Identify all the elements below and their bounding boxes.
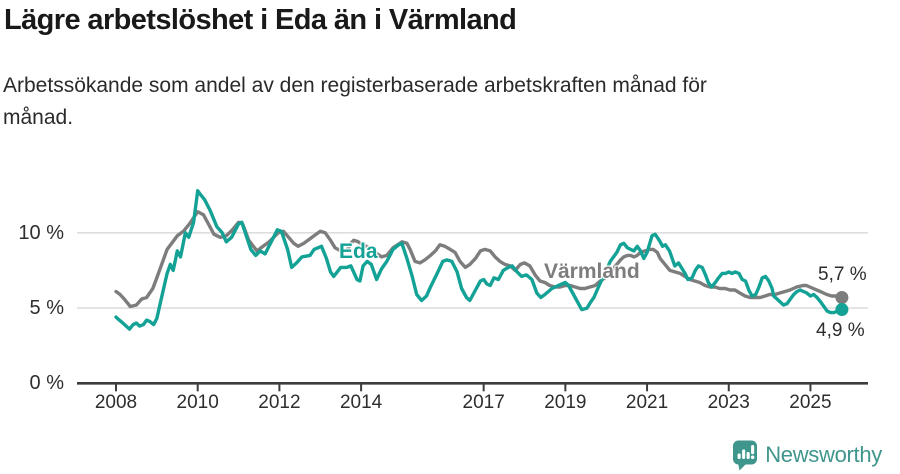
series-end-dot-eda bbox=[835, 303, 849, 317]
series-label-eda: Eda bbox=[339, 240, 378, 263]
y-axis-label: 0 % bbox=[29, 372, 64, 395]
page-subtitle: Arbetssökande som andel av den registerb… bbox=[3, 74, 707, 129]
newsworthy-logo-icon bbox=[732, 440, 758, 471]
page-title: Lägre arbetslöshet i Eda än i Värmland bbox=[4, 4, 517, 36]
x-axis-tick-label: 2017 bbox=[462, 392, 505, 413]
y-axis-label: 5 % bbox=[29, 297, 64, 320]
end-value-label-eda: 4,9 % bbox=[816, 320, 865, 341]
series-end-dot-värmland bbox=[835, 291, 849, 305]
x-axis-tick-label: 2023 bbox=[707, 392, 750, 413]
y-axis-label: 10 % bbox=[18, 221, 64, 244]
newsworthy-wordmark: Newsworthy bbox=[765, 442, 882, 467]
x-axis-tick-label: 2021 bbox=[625, 392, 669, 413]
series-line-värmland bbox=[114, 209, 844, 309]
x-axis-tick-label: 2014 bbox=[339, 392, 383, 413]
x-axis-tick-label: 2010 bbox=[176, 392, 219, 413]
x-axis-tick-label: 2008 bbox=[94, 392, 138, 413]
series-label-varmland: Värmland bbox=[544, 260, 640, 283]
footer-branding: Newsworthy bbox=[732, 440, 882, 470]
x-axis-tick-label: 2012 bbox=[258, 392, 301, 413]
x-axis-tick-label: 2019 bbox=[544, 392, 587, 413]
x-axis-tick-label: 2025 bbox=[789, 392, 832, 413]
end-value-label-varmland: 5,7 % bbox=[818, 264, 867, 285]
series-line-eda bbox=[114, 188, 844, 331]
